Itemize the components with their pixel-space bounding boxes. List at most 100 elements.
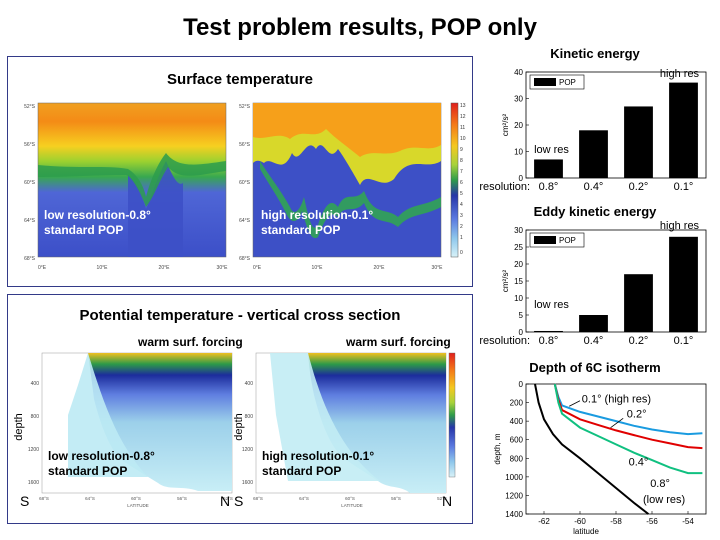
surface-map-low-green-band	[38, 153, 226, 207]
series-line	[553, 383, 703, 436]
lat-tick-label: 52°S	[24, 104, 36, 110]
depth-tick-label: 400	[245, 381, 254, 387]
annotation-leader	[610, 418, 624, 428]
section-low-deep-water	[68, 353, 148, 477]
annotation-0-2: 0.2°	[627, 408, 647, 420]
surface-low-lon-ticks: 0°E 10°E 20°E 30°E	[38, 265, 228, 271]
section-high-sublabel: standard POP	[262, 464, 342, 478]
y-axis-label: depth, m	[493, 433, 502, 464]
section-lat-ticks-high: 68°S 64°S 60°S 56°S 52°S LATITUDE	[253, 496, 447, 508]
section-low-ylabel: depth	[13, 413, 25, 441]
surface-low-sublabel: standard POP	[44, 223, 124, 237]
eke-chart-title: Eddy kinetic energy	[533, 204, 657, 219]
lat-tick-label: 64°S	[239, 218, 251, 224]
section-panel-title: Potential temperature - vertical cross s…	[79, 307, 401, 324]
colorbar-tick: 4	[460, 202, 463, 208]
surface-map-high-yellow-band	[253, 129, 441, 185]
section-low-res	[41, 352, 233, 494]
section-high-colorbar	[448, 352, 456, 478]
bar	[534, 159, 563, 178]
y-tick-label: 5	[519, 311, 524, 320]
x-tick-label: -62	[538, 517, 550, 526]
depth-tick-label: 800	[31, 414, 40, 420]
annotation-high-res: high res	[660, 220, 700, 232]
lat-tick-label: 68°S	[239, 256, 251, 262]
y-tick-label: 10	[514, 148, 523, 157]
x-tick-label: -58	[610, 517, 622, 526]
section-plots: 400 800 1200 1600 400 800 1200 1600 68°S…	[13, 352, 456, 508]
surface-map-high-res	[252, 102, 442, 258]
legend-label: POP	[559, 78, 576, 87]
annotation-low-res: (low res)	[643, 494, 685, 506]
y-tick-label: 20	[514, 121, 523, 130]
surface-temperature-panel: Surface temperature 52°S 56°S 60°S 64°S …	[7, 56, 473, 287]
surface-low-lat-ticks: 52°S 56°S 60°S 64°S 68°S	[24, 104, 36, 262]
annotation-high-res: high res	[660, 68, 700, 80]
lat-tick-label: 60°S	[345, 496, 355, 501]
lat-tick-label: 52°S	[223, 496, 233, 501]
x-tick-label: 0.8°	[539, 181, 559, 193]
forcing-label-high: warm surf. forcing	[346, 335, 451, 349]
depth-tick-label: 400	[31, 381, 40, 387]
colorbar-tick: 7	[460, 169, 463, 175]
annotation-0-4: 0.4°	[629, 457, 649, 469]
annotation-0-8: 0.8°	[650, 478, 670, 490]
surface-high-lat-ticks: 52°S 56°S 60°S 64°S 68°S	[239, 104, 251, 262]
series-line	[553, 383, 703, 475]
y-axis-label: cm²/s²	[501, 270, 510, 293]
lat-tick-label: 56°S	[239, 142, 251, 148]
colorbar-tick: 2	[460, 224, 463, 230]
x-tick-label: 0.1°	[674, 335, 694, 347]
bar	[534, 330, 563, 332]
series-line	[534, 383, 650, 515]
x-tick-label: -56	[646, 517, 658, 526]
surface-map-low-cold-tongue	[128, 161, 183, 257]
colorbar-tick: 5	[460, 191, 463, 197]
lat-tick-label: 64°S	[24, 218, 36, 224]
isotherm-chart-title: Depth of 6C isotherm	[529, 360, 661, 375]
annotation-high-res: 0.1° (high res)	[582, 394, 651, 406]
depth-tick-label: 1200	[28, 447, 39, 453]
section-low-north: N	[220, 493, 231, 509]
lon-tick-label: 0°E	[253, 265, 262, 271]
colorbar-tick: 8	[460, 158, 463, 164]
section-low-caption: low resolution-0.8° standard POP	[48, 449, 155, 479]
lat-axis-label: LATITUDE	[341, 503, 362, 508]
surface-high-label: high resolution-0.1°	[261, 208, 374, 222]
lat-tick-label: 56°S	[391, 496, 401, 501]
lat-axis-label: LATITUDE	[127, 503, 148, 508]
colorbar-tick: 6	[460, 180, 463, 186]
colorbar-tick: 13	[460, 103, 466, 109]
y-tick-label: 200	[510, 399, 524, 408]
y-axis-label: cm²/s²	[501, 114, 510, 137]
x-tick-label: -60	[574, 517, 586, 526]
lon-tick-label: 30°E	[217, 265, 229, 271]
legend-label: POP	[559, 236, 576, 245]
colorbar-tick: 11	[460, 125, 465, 131]
series-line	[553, 383, 703, 450]
surface-maps: 52°S 56°S 60°S 64°S 68°S 0°E 10°E 20°E 3…	[24, 102, 466, 271]
x-tick-label: 0.8°	[539, 335, 559, 347]
lon-tick-label: 20°E	[159, 265, 171, 271]
bar	[579, 130, 608, 178]
bar	[579, 315, 608, 332]
forcing-label-low: warm surf. forcing	[138, 335, 243, 349]
section-low-sublabel: standard POP	[48, 464, 128, 478]
lat-tick-label: 68°S	[253, 496, 263, 501]
ke-chart-title: Kinetic energy	[550, 46, 640, 61]
section-depth-ticks-low: 400 800 1200 1600	[28, 381, 39, 486]
lat-tick-label: 60°S	[131, 496, 141, 501]
y-tick-label: 10	[514, 294, 523, 303]
lat-tick-label: 64°S	[85, 496, 95, 501]
colorbar-tick: 0	[460, 250, 463, 256]
section-low-label: low resolution-0.8°	[48, 449, 155, 463]
lon-tick-label: 10°E	[97, 265, 109, 271]
section-high-south: S	[234, 493, 244, 509]
x-tick-label: 0.4°	[584, 181, 604, 193]
y-tick-label: 1000	[505, 473, 523, 482]
depth-tick-label: 800	[245, 414, 254, 420]
y-tick-label: 600	[510, 436, 524, 445]
y-tick-label: 40	[514, 68, 523, 77]
bar	[669, 82, 698, 178]
lat-tick-label: 64°S	[299, 496, 309, 501]
